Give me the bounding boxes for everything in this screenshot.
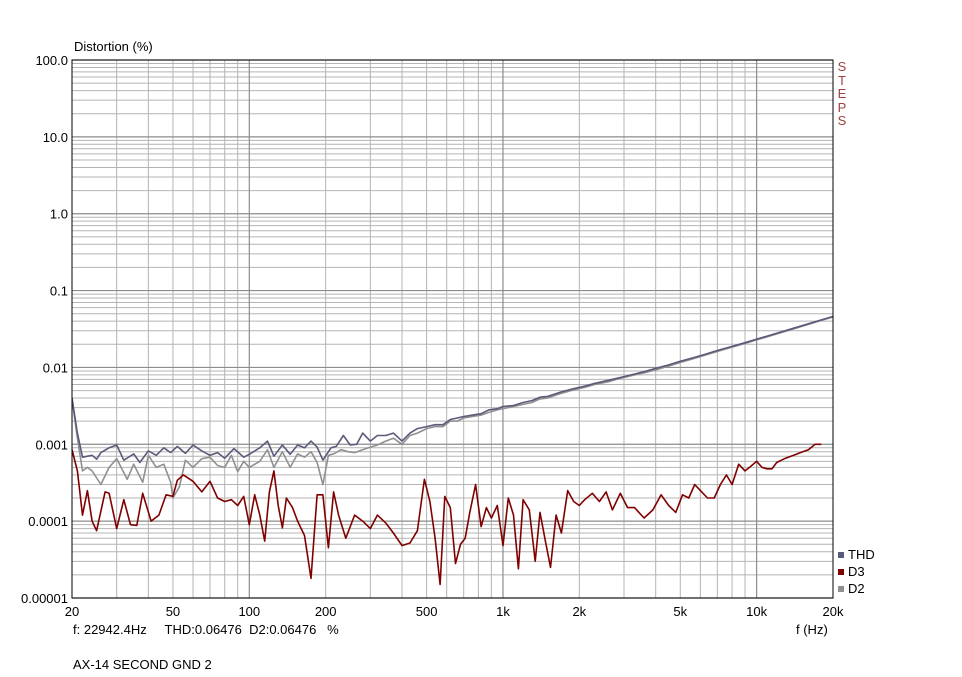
y-tick-label: 0.1 xyxy=(50,284,68,299)
legend-swatch-thd xyxy=(838,551,844,558)
grid-minor xyxy=(71,60,834,598)
y-tick-label: 1.0 xyxy=(50,207,68,222)
series-layer xyxy=(72,315,833,586)
steps-letter: S xyxy=(837,59,847,74)
x-tick-label: 5k xyxy=(673,604,687,619)
legend-item-d3: D3 xyxy=(838,563,875,580)
x-tick-label: 100 xyxy=(238,604,260,619)
series-line-d3 xyxy=(72,443,822,586)
x-tick-label: 20k xyxy=(823,604,844,619)
steps-letter: E xyxy=(837,86,847,101)
x-tick-label: 20 xyxy=(65,604,79,619)
y-tick-labels: 100.0 10.0 1.0 0.1 0.01 0.001 0.0001 0.00001 xyxy=(21,53,68,606)
y-tick-label: 100.0 xyxy=(35,53,68,68)
legend-swatch-d2 xyxy=(838,585,844,592)
y-tick-label: 0.001 xyxy=(35,437,68,452)
legend-label-d2: D2 xyxy=(848,581,865,596)
measurement-caption: AX-14 SECOND GND 2 xyxy=(73,657,212,672)
legend-item-d2: D2 xyxy=(838,580,875,597)
y-tick-label: 0.00001 xyxy=(21,591,68,606)
steps-letter: T xyxy=(838,72,846,88)
x-tick-label: 10k xyxy=(746,604,767,619)
x-tick-label: 500 xyxy=(416,604,438,619)
legend-item-thd: THD xyxy=(838,546,875,563)
steps-side-label: S T E P S xyxy=(835,60,849,128)
x-tick-label: 1k xyxy=(496,604,510,619)
plot-border xyxy=(71,59,834,599)
legend-label-d3: D3 xyxy=(848,564,865,579)
x-tick-label: 2k xyxy=(572,604,586,619)
legend: THD D3 D2 xyxy=(838,546,875,597)
steps-letter: S xyxy=(837,113,847,128)
x-tick-label: 200 xyxy=(315,604,337,619)
y-axis-label: Distortion (%) xyxy=(74,39,153,54)
x-tick-label: 50 xyxy=(166,604,180,619)
legend-label-thd: THD xyxy=(848,547,875,562)
x-tick-labels: 20 50 100 200 500 1k 2k 5k 10k 20k xyxy=(65,604,844,619)
cursor-readout: f: 22942.4Hz THD:0.06476 D2:0.06476 % xyxy=(73,622,339,637)
y-tick-label: 10.0 xyxy=(43,130,68,145)
x-axis-label: f (Hz) xyxy=(796,622,828,637)
y-tick-label: 0.01 xyxy=(43,360,68,375)
series-line-thd xyxy=(72,315,833,464)
steps-letter: P xyxy=(837,99,847,115)
y-tick-label: 0.0001 xyxy=(28,514,68,529)
legend-swatch-d3 xyxy=(838,568,844,575)
